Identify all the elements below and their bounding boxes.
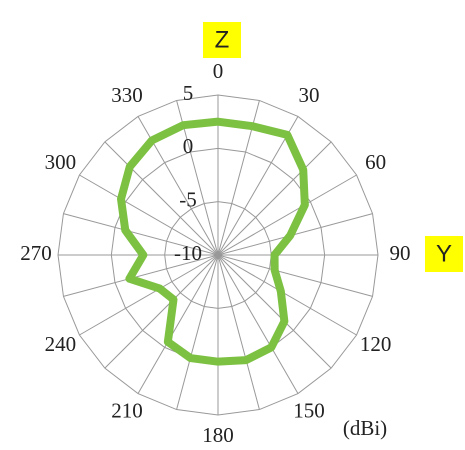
spoke [217, 254, 260, 410]
theta-tick-label: 300 [45, 150, 77, 174]
theta-tick-label: 30 [299, 83, 320, 107]
spoke [217, 174, 357, 256]
z-box [203, 22, 241, 58]
theta-tick-label: 270 [20, 241, 52, 265]
spoke [217, 213, 373, 256]
r-tick-label: -10 [174, 241, 202, 265]
theta-tick-label: 90 [390, 241, 411, 265]
r-tick-label: -5 [179, 187, 197, 211]
theta-tick-label: 180 [202, 423, 234, 447]
spoke [79, 174, 219, 256]
theta-tick-label: 60 [365, 150, 386, 174]
spoke [137, 254, 219, 394]
theta-tick-label: 240 [45, 332, 77, 356]
spoke [63, 213, 219, 256]
pattern [117, 117, 309, 366]
theta-tick-label: 120 [360, 332, 392, 356]
spoke [217, 141, 332, 256]
spoke [217, 254, 332, 369]
spoke [217, 254, 299, 394]
theta-tick-label: 150 [293, 398, 325, 422]
spoke [217, 254, 373, 297]
spoke [104, 141, 219, 256]
spoke [217, 254, 357, 336]
y-label: Y [436, 240, 452, 267]
theta-tick-label: 330 [111, 83, 143, 107]
unit-label: (dBi) [343, 416, 387, 440]
z-label: Z [215, 26, 230, 53]
theta-tick-label: 210 [111, 398, 143, 422]
theta-tick-label: 0 [213, 59, 224, 83]
spoke [176, 254, 219, 410]
y-box [425, 236, 463, 272]
spoke [104, 254, 219, 369]
spoke [79, 254, 219, 336]
r-tick-label: 0 [183, 134, 194, 158]
spoke [217, 116, 299, 256]
r-tick-label: 5 [183, 81, 194, 105]
spoke [63, 254, 219, 297]
